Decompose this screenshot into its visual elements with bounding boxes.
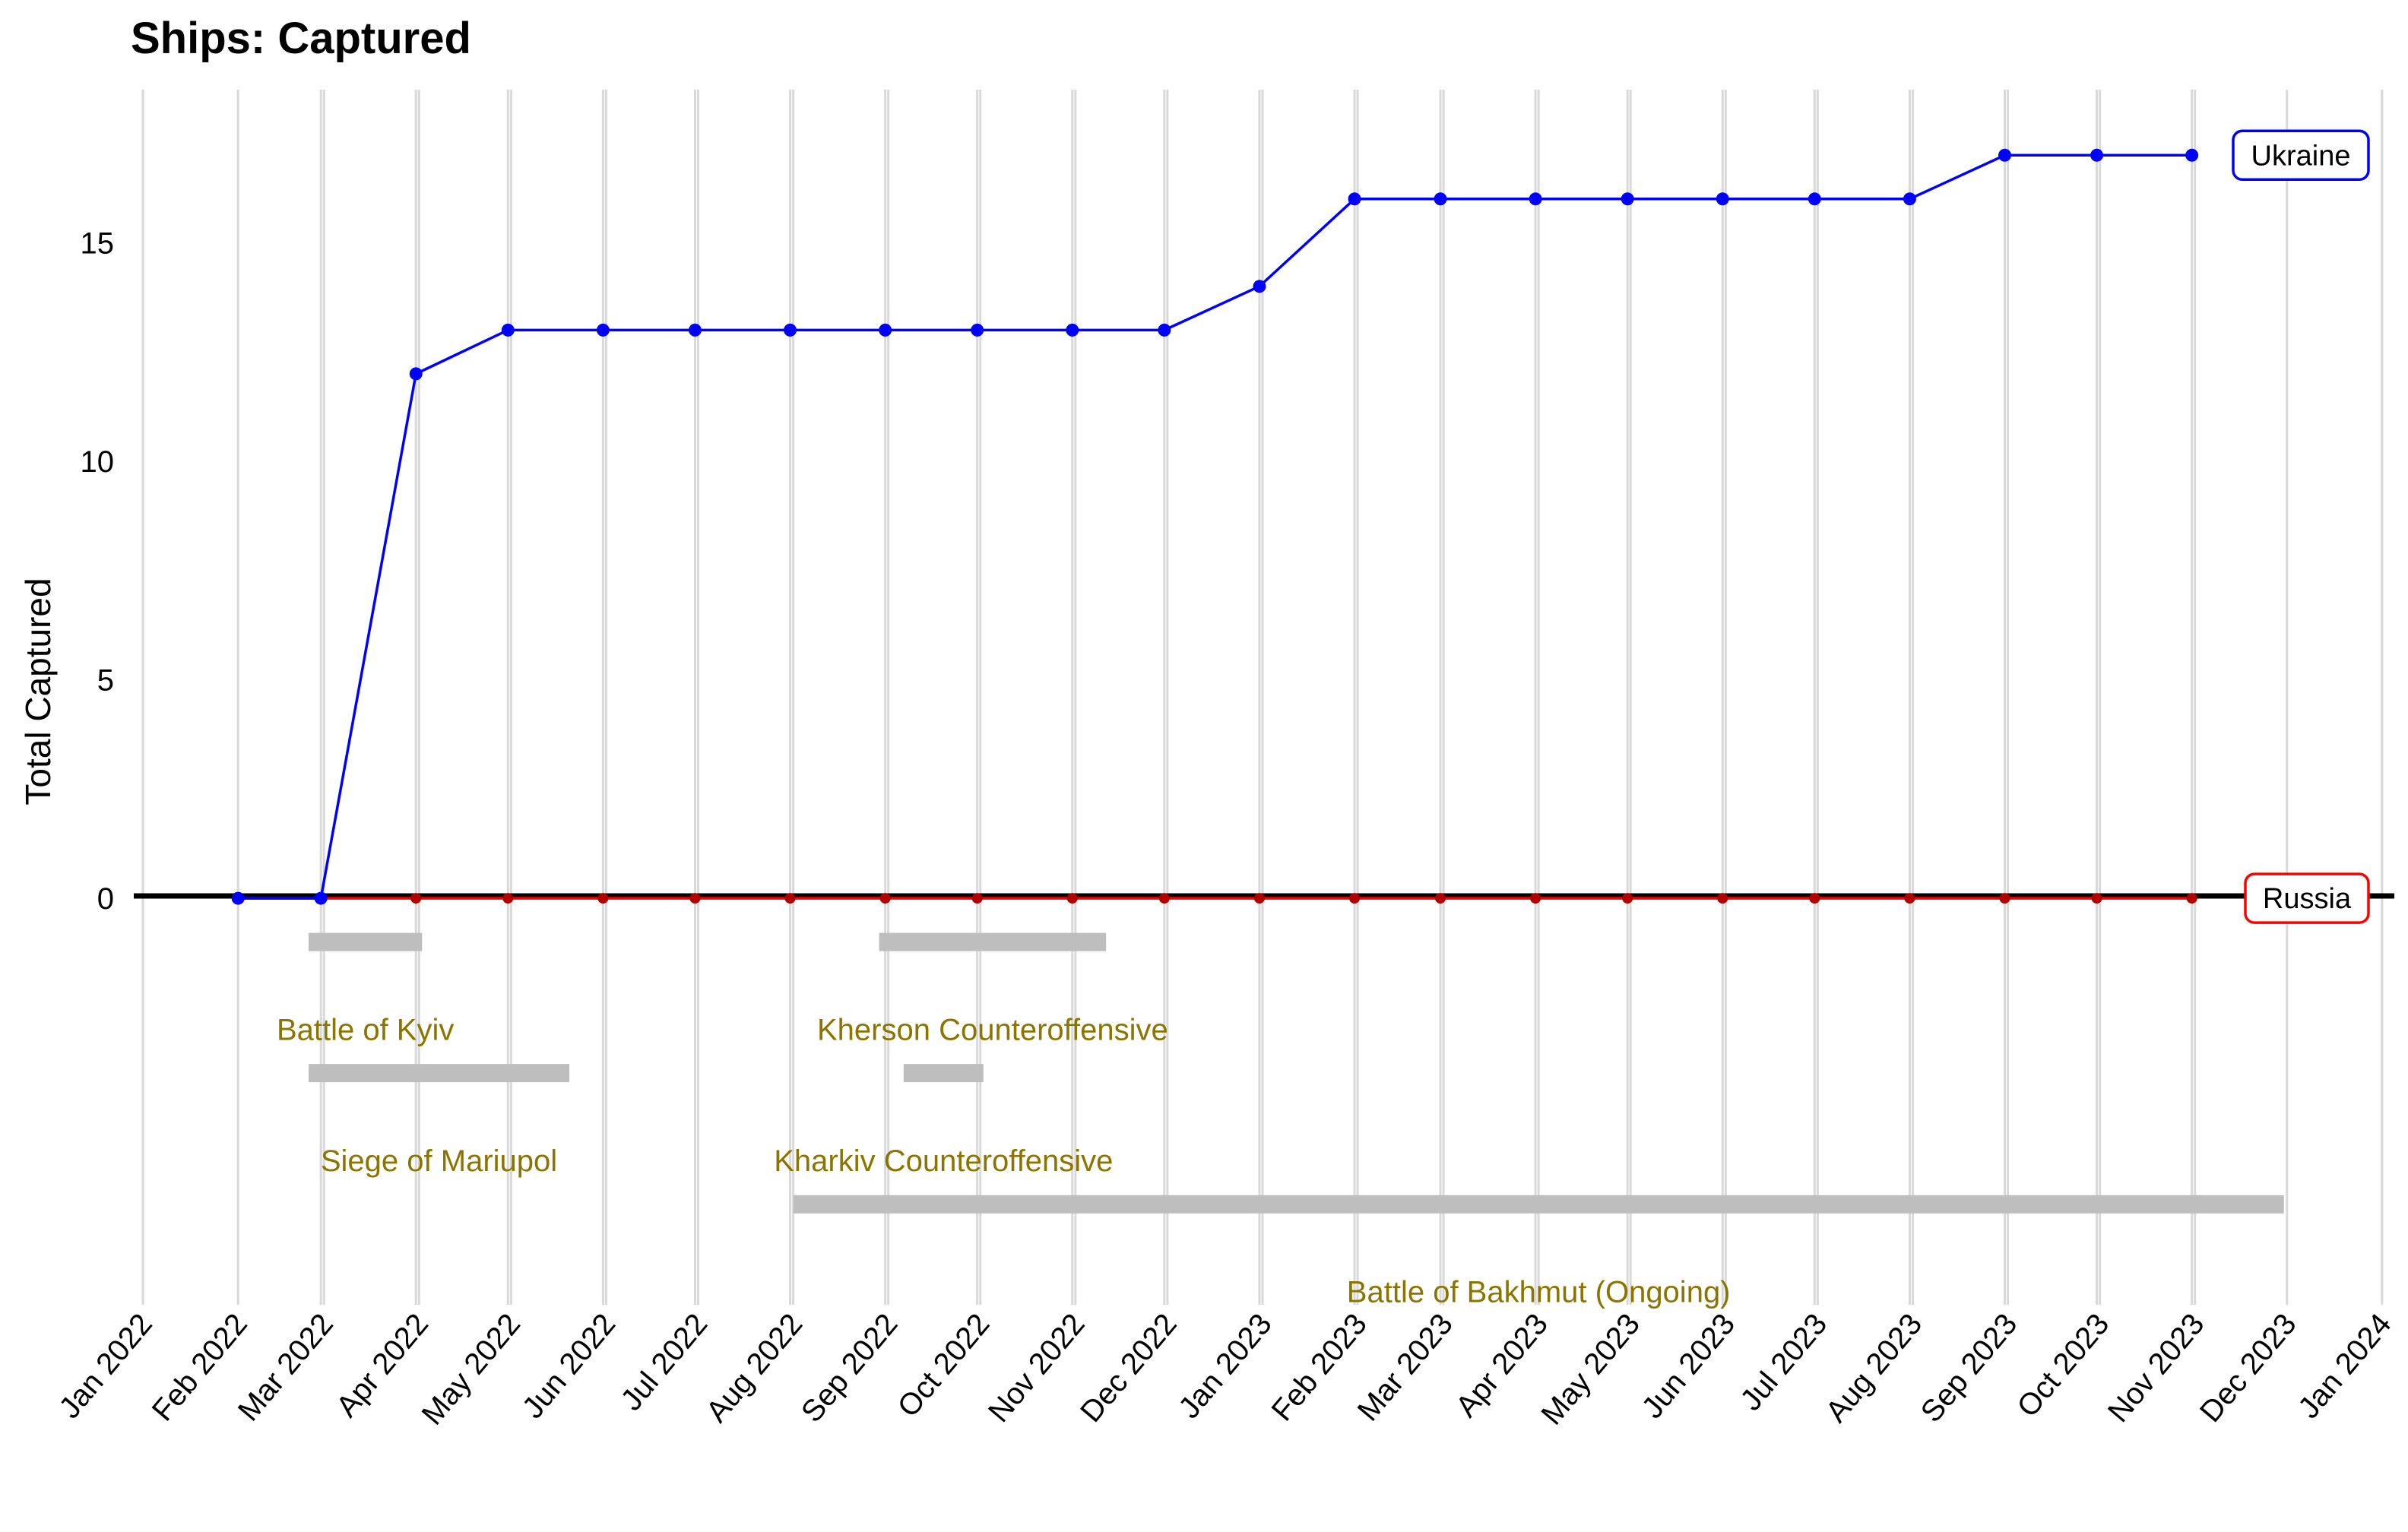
point-ukraine [231,891,245,905]
x-tick-label: May 2022 [416,1308,528,1432]
event-label-battle-of-kyiv: Battle of Kyiv [277,1014,454,1047]
x-tick-label: Sep 2023 [1915,1308,2024,1429]
point-russia [2186,893,2197,904]
point-ukraine [971,323,984,337]
point-russia [1349,893,1361,904]
point-russia [971,893,983,904]
point-russia [1717,893,1728,904]
point-ukraine [1903,192,1916,206]
y-tick-labels: 0 5 10 15 [81,226,115,916]
y-tick-label: 5 [97,663,114,697]
point-russia [689,893,701,904]
x-tick-label: Oct 2022 [892,1308,996,1424]
x-tick-label: Jul 2022 [614,1308,714,1417]
point-ukraine [2090,148,2104,162]
point-ukraine [1066,323,1079,337]
point-russia [784,893,796,904]
point-russia [410,893,422,904]
events: Battle of Kyiv Siege of Mariupol Kherson C… [277,932,2284,1309]
point-ukraine [1434,192,1447,206]
point-ukraine [1998,148,2012,162]
point-ukraine [1808,192,1821,206]
x-tick-label: Sep 2022 [795,1308,905,1429]
point-ukraine [1348,192,1361,206]
x-tick-label: Jul 2023 [1734,1308,1833,1417]
series-label-russia: Russia [2263,883,2352,915]
x-tick-label: Jan 2024 [2292,1308,2398,1425]
x-tick-label: Oct 2023 [2010,1308,2115,1424]
grid [141,90,2384,1305]
point-russia [1530,893,1541,904]
x-tick-label: Nov 2023 [2102,1308,2211,1429]
point-russia [2091,893,2102,904]
y-axis-title: Total Captured [18,578,58,805]
point-russia [1809,893,1820,904]
point-ukraine [501,323,515,337]
point-russia [1158,893,1170,904]
point-russia [502,893,514,904]
x-tick-label: Aug 2022 [700,1308,810,1429]
point-russia [1435,893,1446,904]
point-ukraine [1716,192,1729,206]
x-tick-label: Dec 2023 [2194,1308,2303,1429]
x-tick-label: Jan 2023 [1172,1308,1278,1425]
x-tick-label: Dec 2022 [1074,1308,1183,1429]
event-label-kherson-counteroffensive: Kherson Counteroffensive [817,1014,1168,1047]
event-label-kharkiv-counteroffensive: Kharkiv Counteroffensive [774,1144,1113,1178]
point-ukraine [1621,192,1634,206]
y-tick-label: 10 [81,445,115,479]
point-ukraine [879,323,892,337]
x-tick-label: Jun 2023 [1636,1308,1742,1425]
point-russia [597,893,609,904]
point-russia [1066,893,1078,904]
y-tick-label: 0 [97,882,114,916]
point-russia [1999,893,2010,904]
point-russia [1622,893,1633,904]
point-russia [879,893,891,904]
x-tick-label: Nov 2022 [982,1308,1092,1429]
event-label-siege-of-mariupol: Siege of Mariupol [321,1144,557,1178]
series: Ukraine Russia [231,129,2370,924]
x-tick-label: Aug 2023 [1820,1308,1929,1429]
point-russia [1904,893,1915,904]
point-ukraine [1529,192,1542,206]
point-ukraine [1158,323,1171,337]
series-label-ukraine: Ukraine [2251,140,2351,172]
point-ukraine [314,891,328,905]
point-russia [1253,893,1265,904]
x-tick-label: Jan 2022 [52,1308,159,1425]
series-line-ukraine [238,154,2192,900]
point-ukraine [784,323,797,337]
series-label-box-ukraine [2232,129,2370,182]
event-label-battle-of-bakhmut-ongoing: Battle of Bakhmut (Ongoing) [1347,1276,1731,1309]
point-ukraine [1253,280,1266,293]
series-label-box-russia [2244,872,2370,924]
point-ukraine [2185,148,2199,162]
x-tick-label: Jun 2022 [516,1308,623,1425]
chart-title: Ships: Captured [131,14,471,63]
point-ukraine [596,323,610,337]
point-ukraine [409,367,423,381]
x-tick-label: May 2023 [1535,1308,1646,1432]
y-tick-label: 15 [81,226,115,260]
point-ukraine [688,323,702,337]
